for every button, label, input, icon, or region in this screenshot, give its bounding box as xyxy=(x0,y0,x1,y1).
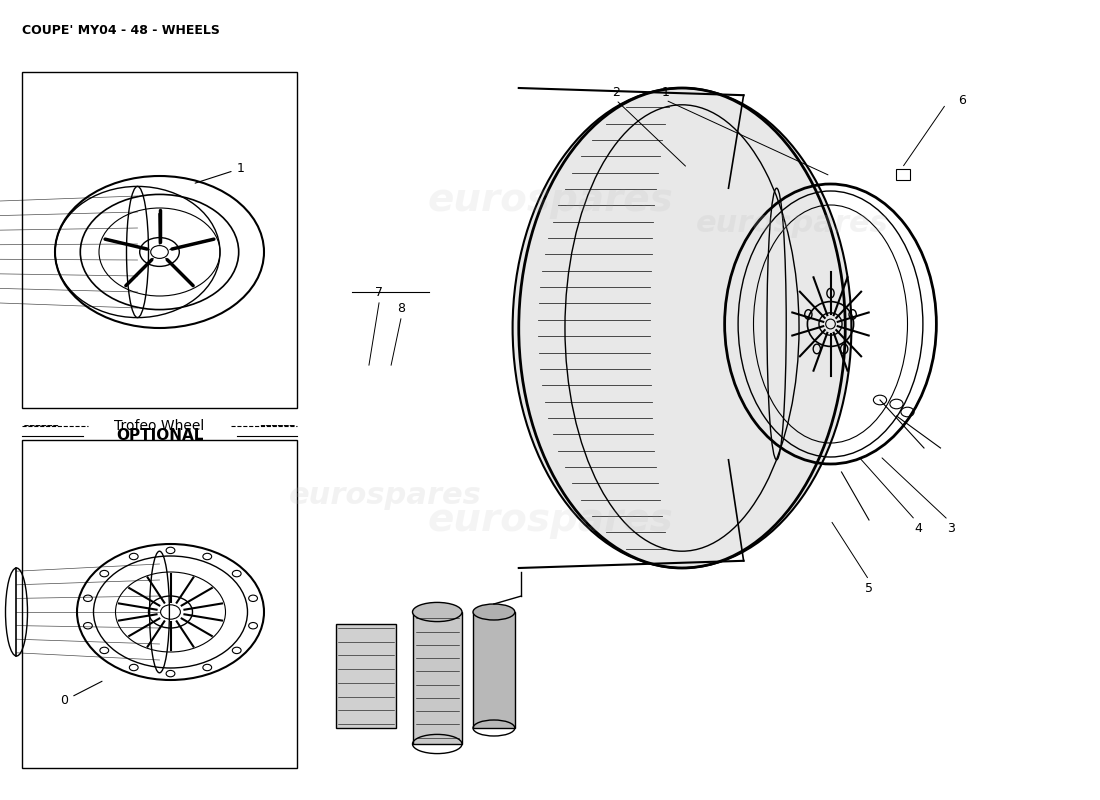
Bar xyxy=(473,612,515,728)
Text: 3: 3 xyxy=(947,522,956,534)
Text: eurospares: eurospares xyxy=(427,181,673,219)
Text: 0: 0 xyxy=(60,682,102,707)
Ellipse shape xyxy=(513,88,851,568)
Text: Trofeo Wheel: Trofeo Wheel xyxy=(114,419,205,433)
Text: 7: 7 xyxy=(375,286,384,298)
Bar xyxy=(336,624,396,728)
Text: eurospares: eurospares xyxy=(288,482,482,510)
Text: 8: 8 xyxy=(397,302,406,314)
Text: COUPE' MY04 - 48 - WHEELS: COUPE' MY04 - 48 - WHEELS xyxy=(22,24,220,37)
Text: OPTIONAL: OPTIONAL xyxy=(116,428,204,443)
Text: eurospares: eurospares xyxy=(427,501,673,539)
FancyBboxPatch shape xyxy=(22,440,297,768)
Bar xyxy=(412,612,462,744)
Text: eurospares: eurospares xyxy=(695,210,889,238)
Ellipse shape xyxy=(412,602,462,622)
Text: 1: 1 xyxy=(661,86,670,98)
Bar xyxy=(896,169,910,180)
Text: 2: 2 xyxy=(612,86,620,98)
FancyBboxPatch shape xyxy=(22,72,297,408)
Text: 1: 1 xyxy=(195,162,244,183)
Text: 5: 5 xyxy=(865,582,873,594)
Ellipse shape xyxy=(473,604,515,620)
Text: 6: 6 xyxy=(958,94,967,106)
Text: 4: 4 xyxy=(914,522,923,534)
